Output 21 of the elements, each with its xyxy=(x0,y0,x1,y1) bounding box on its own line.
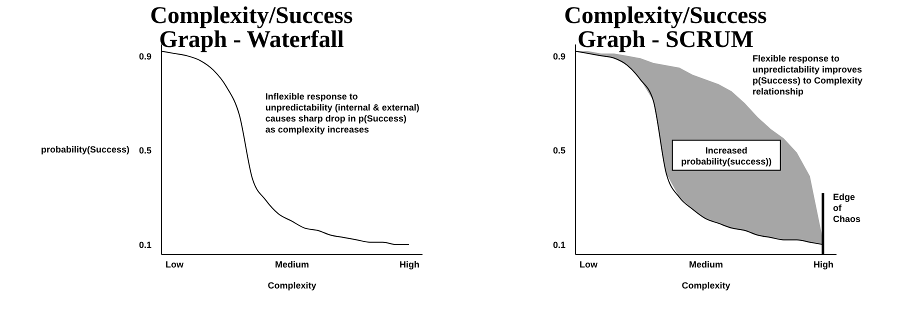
annotation: Flexible response to unpredictability improves p(Success) to Complexity relationship xyxy=(752,54,863,96)
ref-line-label: Edge of Chaos xyxy=(832,192,860,224)
annotation: Increased probability(success)) xyxy=(681,145,772,166)
chart-title: Complexity/Success Graph - Waterfall xyxy=(150,3,353,53)
x-tick-label: Medium xyxy=(688,260,724,270)
annotation: Inflexible response to unpredictability (internal & external) causes sharp drop in p(Success) as complexity increases xyxy=(265,91,420,134)
x-tick-label: Low xyxy=(166,260,185,270)
y-tick-label: 0.1 xyxy=(138,240,152,250)
y-tick-label: 0.5 xyxy=(138,146,152,156)
y-tick-label: 0.1 xyxy=(552,240,566,250)
y-tick-label: 0.9 xyxy=(138,51,152,62)
x-tick-label: High xyxy=(813,260,834,270)
x-axis-title: Complexity xyxy=(268,280,316,290)
chart-title: Complexity/Success Graph - SCRUM xyxy=(564,3,767,53)
y-tick-label: 0.9 xyxy=(552,51,566,62)
x-tick-label: High xyxy=(399,260,420,270)
y-tick-label: 0.5 xyxy=(552,146,566,156)
y-axis-title: probability(Success) xyxy=(40,144,130,154)
x-tick-label: Medium xyxy=(274,260,310,270)
x-axis-title: Complexity xyxy=(682,280,730,290)
x-tick-label: Low xyxy=(580,260,599,270)
